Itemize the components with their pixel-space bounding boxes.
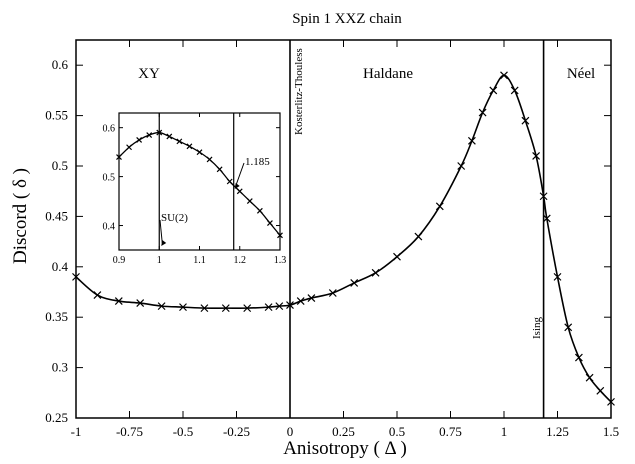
y-tick-label: 0.55 bbox=[45, 108, 68, 123]
x-tick-label: 1.5 bbox=[603, 424, 619, 439]
x-tick-label: 1 bbox=[501, 424, 508, 439]
data-point bbox=[72, 272, 80, 281]
data-point bbox=[539, 192, 548, 201]
inset-plot-frame bbox=[118, 112, 281, 251]
y-tick-label: 0.6 bbox=[52, 57, 69, 72]
x-tick-label: 0.5 bbox=[389, 424, 405, 439]
data-point bbox=[296, 297, 305, 305]
inset-x-tick-label: 1.2 bbox=[234, 255, 247, 266]
data-point bbox=[532, 151, 541, 160]
x-tick-label: -0.75 bbox=[116, 424, 143, 439]
data-point bbox=[243, 304, 252, 313]
inset-data-point bbox=[126, 144, 132, 151]
inset-data-point bbox=[116, 154, 122, 160]
inset-annotation-arrow bbox=[159, 219, 163, 244]
data-point bbox=[553, 272, 562, 281]
data-point bbox=[435, 202, 444, 211]
inset-data-point bbox=[196, 149, 203, 156]
data-point bbox=[350, 279, 359, 287]
inset-data-point bbox=[156, 129, 163, 136]
inset-data-point bbox=[136, 136, 143, 143]
inset-data-point bbox=[277, 232, 283, 239]
inset-data-point bbox=[256, 207, 263, 214]
inset-annotation-arrowhead bbox=[161, 240, 167, 246]
inset-x-tick-label: 1.3 bbox=[274, 255, 287, 266]
x-tick-label: -1 bbox=[71, 424, 82, 439]
inset-y-tick-label: 0.5 bbox=[103, 173, 116, 184]
data-point bbox=[221, 304, 230, 313]
data-point bbox=[489, 86, 498, 95]
data-point bbox=[542, 214, 551, 223]
inset-plot: 0.9 1 1.1 1.2 1.3 0.4 0.5 0.6 bbox=[103, 112, 287, 266]
y-tick-label: 0.25 bbox=[45, 410, 68, 425]
data-point bbox=[564, 323, 573, 332]
inset-annotation-arrow bbox=[235, 162, 245, 187]
data-point bbox=[393, 252, 401, 261]
data-point bbox=[510, 86, 519, 95]
data-point bbox=[157, 302, 166, 311]
data-point bbox=[136, 299, 145, 308]
x-tick-label: 0.25 bbox=[332, 424, 355, 439]
chart-title: Spin 1 XXZ chain bbox=[292, 11, 402, 27]
data-point bbox=[114, 297, 123, 305]
inset-y-tick-label: 0.6 bbox=[103, 124, 116, 135]
data-point bbox=[200, 304, 209, 313]
x-axis-label: Anisotropy ( Δ ) bbox=[283, 438, 407, 459]
inset-data-point bbox=[246, 198, 253, 204]
data-point bbox=[414, 232, 423, 241]
data-point bbox=[574, 353, 583, 362]
data-point bbox=[500, 71, 508, 80]
series-line bbox=[75, 74, 612, 403]
x-tick-label: -0.5 bbox=[173, 424, 194, 439]
data-point bbox=[275, 302, 284, 311]
x-tick-label: 1.25 bbox=[546, 424, 569, 439]
y-axis-label: Discord ( δ ) bbox=[10, 168, 31, 264]
data-point bbox=[607, 397, 615, 406]
inset-x-tick-label: 1 bbox=[157, 255, 162, 266]
data-point bbox=[478, 108, 487, 117]
data-point bbox=[596, 386, 605, 395]
region-label-haldane: Haldane bbox=[363, 66, 413, 82]
kosterlitz-thouless-label: Kosterlitz-Thouless bbox=[293, 48, 305, 135]
data-point bbox=[307, 294, 316, 302]
data-point bbox=[467, 136, 476, 145]
inset-x-tick-label: 0.9 bbox=[113, 255, 126, 266]
data-point bbox=[328, 289, 337, 297]
data-point bbox=[286, 301, 294, 310]
data-point bbox=[585, 373, 594, 382]
region-label-neel: Néel bbox=[567, 66, 595, 82]
inset-annotation-su2: SU(2) bbox=[161, 212, 188, 224]
data-point bbox=[179, 303, 187, 312]
y-tick-label: 0.35 bbox=[45, 309, 68, 324]
data-point bbox=[371, 268, 380, 277]
y-tick-label: 0.45 bbox=[45, 208, 68, 223]
data-point bbox=[457, 162, 466, 170]
inset-x-tick-label: 1.1 bbox=[193, 255, 206, 266]
inset-y-tick-label: 0.4 bbox=[103, 222, 116, 233]
y-tick-label: 0.5 bbox=[52, 158, 68, 173]
inset-data-point bbox=[267, 220, 273, 227]
region-label-xy: XY bbox=[138, 66, 160, 82]
inset-data-point bbox=[176, 138, 183, 145]
x-tick-label: 0.75 bbox=[439, 424, 462, 439]
x-tick-label: -0.25 bbox=[223, 424, 250, 439]
inset-data-point bbox=[226, 178, 233, 185]
y-tick-label: 0.4 bbox=[52, 259, 69, 274]
inset-data-point bbox=[166, 133, 173, 140]
inset-data-point bbox=[216, 166, 223, 173]
x-tick-label: 0 bbox=[287, 424, 294, 439]
data-point bbox=[521, 116, 530, 125]
data-point bbox=[264, 303, 273, 312]
inset-data-point bbox=[146, 132, 153, 138]
inset-annotation-1185: 1.185 bbox=[245, 156, 270, 168]
inset-annotation-arrowhead bbox=[234, 183, 240, 189]
ising-label: Ising bbox=[531, 317, 543, 340]
inset-data-point bbox=[236, 188, 243, 195]
data-point bbox=[93, 291, 102, 299]
y-tick-label: 0.3 bbox=[52, 360, 68, 375]
inset-data-point bbox=[186, 143, 193, 150]
inset-data-point bbox=[206, 156, 213, 163]
